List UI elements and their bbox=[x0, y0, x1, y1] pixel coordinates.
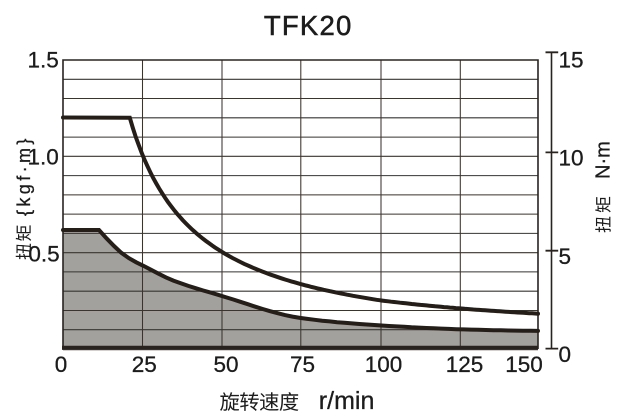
svg-text:25: 25 bbox=[132, 352, 157, 377]
svg-text:50: 50 bbox=[213, 352, 238, 377]
svg-text:125: 125 bbox=[446, 352, 484, 377]
svg-text:5: 5 bbox=[559, 244, 572, 269]
svg-text:0: 0 bbox=[559, 342, 572, 367]
svg-text:r/min: r/min bbox=[319, 387, 375, 415]
svg-text:{kgf·m}: {kgf·m} bbox=[14, 135, 34, 216]
svg-text:0: 0 bbox=[55, 352, 68, 377]
svg-text:1.0: 1.0 bbox=[28, 144, 59, 169]
svg-text:TFK20: TFK20 bbox=[264, 10, 353, 41]
svg-text:150: 150 bbox=[505, 352, 543, 377]
svg-text:1.5: 1.5 bbox=[28, 47, 59, 72]
svg-text:75: 75 bbox=[290, 352, 315, 377]
svg-text:100: 100 bbox=[365, 352, 403, 377]
svg-text:15: 15 bbox=[559, 47, 584, 72]
svg-text:N·m: N·m bbox=[593, 141, 615, 179]
svg-text:0.5: 0.5 bbox=[28, 242, 59, 267]
svg-text:10: 10 bbox=[559, 146, 584, 171]
